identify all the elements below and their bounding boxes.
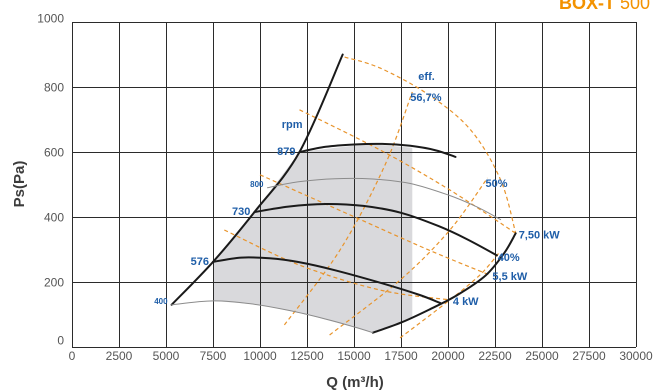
speed-unit-label: rpm bbox=[282, 119, 303, 131]
x-tick-label: 17500 bbox=[384, 349, 418, 363]
y-tick-label: 400 bbox=[44, 210, 64, 224]
x-tick-label: 22500 bbox=[478, 349, 512, 363]
y-tick-label: 800 bbox=[44, 80, 64, 94]
efficiency-envelope bbox=[344, 56, 517, 234]
x-tick-label: 5000 bbox=[153, 349, 180, 363]
tick-label-layer: 0 2500 5000 7500 10000 12500 15000 17500 20000 22… bbox=[37, 11, 653, 363]
x-tick-label: 2500 bbox=[106, 349, 133, 363]
y-tick-label: 200 bbox=[44, 275, 64, 289]
x-tick-label: 25000 bbox=[525, 349, 559, 363]
efficiency-line bbox=[399, 251, 501, 339]
efficiency-line bbox=[329, 177, 488, 336]
x-tick-label: 27500 bbox=[572, 349, 606, 363]
y-tick-label: 600 bbox=[44, 145, 64, 159]
speed-curve-label: 879 bbox=[277, 146, 295, 158]
x-tick-label: 12500 bbox=[290, 349, 324, 363]
x-tick-label: 30000 bbox=[619, 349, 653, 363]
y-axis-label: Ps(Pa) bbox=[11, 161, 28, 208]
power-line-label: 4 kW bbox=[453, 296, 479, 308]
curve-label-layer: eff. 56,7% 50% 40% 7,50 kW 5,5 kW 4 kW 879 800 73… bbox=[154, 71, 560, 308]
speed-curve bbox=[171, 300, 374, 334]
y-tick-label: 1000 bbox=[37, 11, 64, 25]
operating-boundary bbox=[371, 232, 517, 334]
speed-curve-label: 576 bbox=[191, 256, 209, 268]
y-tick-label: 0 bbox=[57, 333, 64, 347]
power-line-label: 7,50 kW bbox=[519, 229, 561, 241]
x-tick-label: 0 bbox=[69, 349, 76, 363]
x-tick-label: 10000 bbox=[243, 349, 277, 363]
efficiency-line-label: 56,7% bbox=[410, 92, 441, 104]
speed-curve bbox=[298, 142, 457, 158]
chart-title-model: BOX-T bbox=[559, 0, 615, 13]
fan-curve-layer bbox=[170, 53, 517, 334]
power-line-label: 5,5 kW bbox=[492, 271, 527, 283]
x-axis-label: Q (m³/h) bbox=[326, 374, 384, 391]
speed-curve bbox=[212, 256, 442, 305]
grid-layer bbox=[72, 22, 637, 348]
x-tick-label: 20000 bbox=[431, 349, 465, 363]
x-tick-label: 7500 bbox=[200, 349, 227, 363]
power-line bbox=[259, 174, 490, 276]
operating-boundary bbox=[170, 53, 344, 306]
speed-curve-label: 800 bbox=[250, 180, 264, 189]
power-line bbox=[299, 109, 517, 234]
x-tick-label: 15000 bbox=[337, 349, 371, 363]
chart-title-size: 500 bbox=[615, 0, 650, 13]
efficiency-and-power-layer bbox=[224, 56, 517, 339]
speed-curve-label: 400 bbox=[154, 297, 168, 306]
chart-title: BOX-T 500 bbox=[559, 0, 650, 13]
efficiency-label: eff. bbox=[418, 71, 435, 83]
operating-area-layer bbox=[213, 143, 413, 333]
operating-area bbox=[213, 143, 413, 333]
efficiency-line-label: 50% bbox=[486, 178, 508, 190]
speed-curve bbox=[253, 202, 498, 257]
speed-curve bbox=[267, 177, 502, 221]
speed-curve-label: 730 bbox=[232, 206, 250, 218]
efficiency-line-label: 40% bbox=[498, 252, 520, 264]
efficiency-line bbox=[283, 91, 413, 326]
power-line bbox=[224, 229, 450, 301]
